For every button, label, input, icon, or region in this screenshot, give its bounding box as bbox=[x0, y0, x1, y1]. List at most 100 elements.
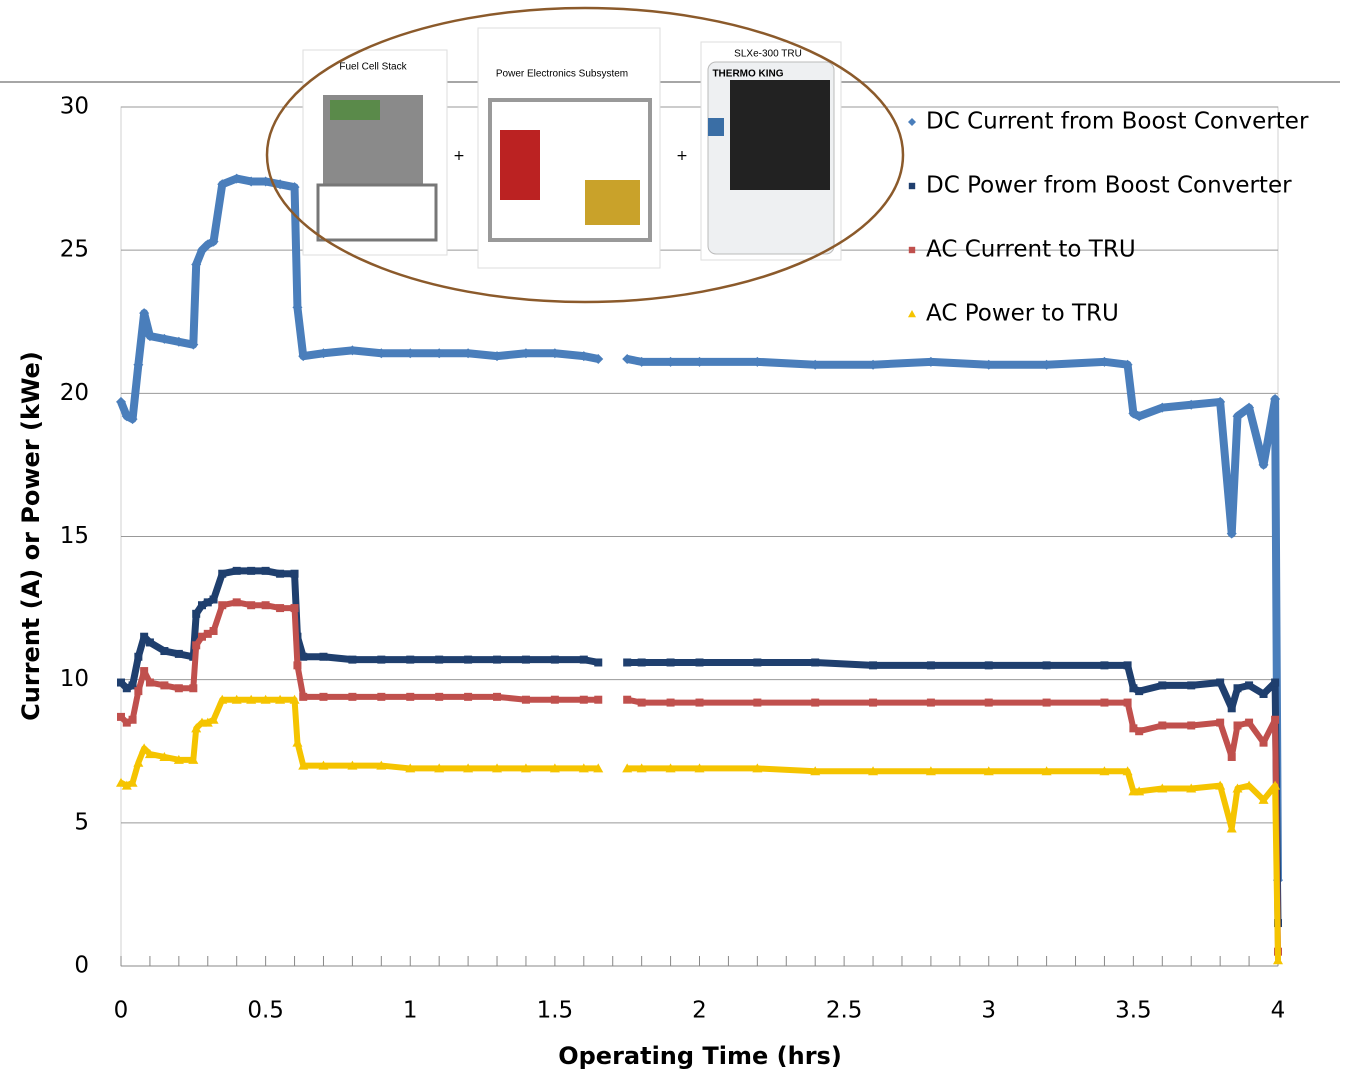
point bbox=[1187, 681, 1196, 690]
point bbox=[188, 339, 199, 350]
point bbox=[174, 684, 183, 693]
point bbox=[665, 356, 676, 367]
point bbox=[232, 566, 241, 575]
point bbox=[810, 766, 821, 776]
point bbox=[292, 737, 303, 747]
point bbox=[218, 601, 227, 610]
point bbox=[133, 359, 144, 370]
y-axis-label: Current (A) or Power (kWe) bbox=[17, 351, 45, 721]
point bbox=[347, 345, 358, 356]
point bbox=[1157, 402, 1168, 413]
point bbox=[159, 751, 170, 761]
point bbox=[666, 698, 675, 707]
point bbox=[1227, 752, 1236, 761]
point bbox=[173, 754, 184, 764]
point bbox=[925, 766, 936, 776]
point bbox=[492, 763, 503, 773]
x-tick-label: 4 bbox=[1271, 998, 1286, 1024]
y-tick-label: 20 bbox=[60, 380, 89, 406]
point bbox=[623, 695, 632, 704]
point bbox=[231, 173, 242, 184]
point bbox=[666, 658, 675, 667]
point bbox=[318, 760, 329, 770]
point bbox=[196, 245, 207, 256]
point bbox=[1216, 718, 1225, 727]
point bbox=[1270, 780, 1281, 790]
inset-shape bbox=[316, 183, 438, 242]
point bbox=[493, 655, 502, 664]
point bbox=[1134, 786, 1145, 796]
point bbox=[188, 754, 199, 764]
point bbox=[925, 356, 936, 367]
point bbox=[144, 331, 155, 342]
point bbox=[636, 763, 647, 773]
y-tick-label: 0 bbox=[74, 953, 89, 979]
point bbox=[275, 694, 286, 704]
point bbox=[299, 692, 308, 701]
point bbox=[117, 712, 125, 721]
inset-label: SLXe-300 TRU bbox=[734, 49, 802, 60]
point bbox=[348, 692, 357, 701]
point bbox=[406, 655, 415, 664]
x-tick-label: 0.5 bbox=[247, 998, 284, 1024]
point bbox=[405, 763, 416, 773]
point bbox=[127, 414, 138, 425]
x-tick-label: 1 bbox=[403, 998, 418, 1024]
point bbox=[260, 176, 271, 187]
point bbox=[289, 694, 300, 704]
inset-shape bbox=[708, 118, 724, 136]
point bbox=[1135, 687, 1144, 696]
point bbox=[218, 569, 227, 578]
point bbox=[145, 678, 154, 687]
point bbox=[810, 359, 821, 370]
x-axis-label: Operating Time (hrs) bbox=[558, 1042, 842, 1070]
point bbox=[348, 655, 357, 664]
point bbox=[276, 604, 285, 613]
point bbox=[694, 763, 705, 773]
legend-label: DC Power from Boost Converter bbox=[926, 173, 1292, 199]
point bbox=[209, 626, 218, 635]
point bbox=[593, 353, 604, 364]
point bbox=[984, 661, 993, 670]
point bbox=[753, 698, 762, 707]
x-tick-label: 3 bbox=[981, 998, 996, 1024]
point bbox=[464, 655, 473, 664]
point bbox=[290, 569, 299, 578]
point bbox=[1186, 399, 1197, 410]
point bbox=[217, 694, 228, 704]
point bbox=[202, 717, 213, 727]
point bbox=[665, 763, 676, 773]
point bbox=[622, 353, 633, 364]
point bbox=[122, 684, 131, 693]
point bbox=[1233, 721, 1242, 730]
x-tick-label: 1.5 bbox=[537, 998, 574, 1024]
point bbox=[139, 743, 150, 753]
point bbox=[1233, 684, 1242, 693]
point bbox=[1259, 689, 1268, 698]
point bbox=[752, 356, 763, 367]
point bbox=[116, 777, 126, 787]
point bbox=[579, 695, 588, 704]
point bbox=[319, 692, 328, 701]
point bbox=[622, 763, 633, 773]
point bbox=[189, 684, 198, 693]
point bbox=[637, 698, 646, 707]
point bbox=[1244, 780, 1255, 790]
point bbox=[1123, 661, 1132, 670]
inset-label: Fuel Cell Stack bbox=[339, 62, 407, 73]
point bbox=[298, 760, 309, 770]
point bbox=[1158, 681, 1167, 690]
point bbox=[550, 655, 559, 664]
point bbox=[811, 658, 820, 667]
point bbox=[121, 780, 132, 790]
point bbox=[1135, 727, 1144, 736]
point bbox=[292, 302, 303, 313]
point bbox=[1099, 766, 1110, 776]
point bbox=[623, 658, 632, 667]
point bbox=[145, 638, 154, 647]
point bbox=[246, 694, 257, 704]
point bbox=[203, 598, 212, 607]
point bbox=[434, 763, 445, 773]
